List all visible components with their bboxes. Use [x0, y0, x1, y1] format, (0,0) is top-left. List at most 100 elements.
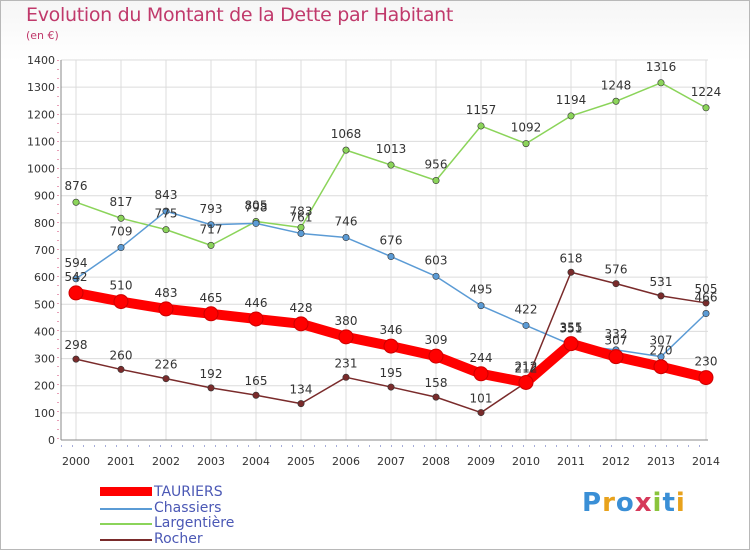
- x-tick-label: 2008: [422, 455, 450, 468]
- point-chassiers: [702, 310, 710, 318]
- y-tick-label: 200: [34, 380, 55, 393]
- point-largentire: [117, 214, 125, 222]
- data-label-rocher: 134: [290, 383, 313, 397]
- point-rocher: [162, 375, 170, 383]
- data-label-chassiers: 332: [605, 327, 628, 341]
- legend-swatch-tauriers: [100, 487, 152, 496]
- data-label-rocher: 192: [200, 367, 223, 381]
- point-largentire: [342, 146, 350, 154]
- logo-letter: t: [662, 488, 676, 518]
- point-tauriers: [473, 366, 489, 382]
- data-label-rocher: 531: [650, 275, 673, 289]
- point-largentire: [162, 226, 170, 234]
- point-rocher: [342, 373, 350, 381]
- legend-swatch-largentiere: [100, 523, 152, 525]
- data-label-rocher: 260: [110, 348, 133, 362]
- x-tick-label: 2012: [602, 455, 630, 468]
- point-rocher: [117, 365, 125, 373]
- logo-letter: r: [602, 488, 616, 518]
- data-label-rocher: 101: [470, 392, 493, 406]
- legend-label-largentiere: Largentière: [154, 515, 235, 531]
- point-chassiers: [522, 321, 530, 329]
- data-label-largentire: 1316: [646, 60, 677, 74]
- data-labels: 876 817 775 717 805 783 1068 1013 956 1157 1092 119…: [65, 60, 722, 406]
- point-tauriers: [383, 338, 399, 354]
- point-chassiers: [432, 272, 440, 280]
- logo-letter: o: [615, 488, 635, 518]
- legend-item-largentiere: Largentière: [100, 515, 300, 532]
- data-label-tauriers: 309: [425, 333, 448, 347]
- point-tauriers: [428, 348, 444, 364]
- data-label-rocher: 212: [515, 361, 538, 375]
- point-tauriers: [518, 374, 534, 390]
- point-tauriers: [203, 306, 219, 322]
- data-label-largentire: 783: [290, 204, 313, 218]
- data-label-largentire: 805: [245, 199, 268, 213]
- y-tick-label: 600: [34, 271, 55, 284]
- x-tick-label: 2006: [332, 455, 360, 468]
- legend-item-chassiers: Chassiers: [100, 500, 300, 517]
- point-tauriers: [563, 336, 579, 352]
- point-rocher: [612, 280, 620, 288]
- x-tick-label: 2003: [197, 455, 225, 468]
- data-label-largentire: 1194: [556, 93, 587, 107]
- data-label-chassiers: 676: [380, 234, 403, 248]
- data-label-largentire: 1092: [511, 121, 542, 135]
- x-tick-label: 2001: [107, 455, 135, 468]
- point-rocher: [567, 268, 575, 276]
- x-tick-label: 2010: [512, 455, 540, 468]
- logo-letter: x: [634, 488, 653, 518]
- point-rocher: [657, 292, 665, 300]
- chart-subtitle: (en €): [26, 29, 59, 42]
- y-tick-label: 400: [34, 325, 55, 338]
- point-largentire: [567, 112, 575, 120]
- point-largentire: [387, 161, 395, 169]
- point-tauriers: [653, 359, 669, 375]
- point-rocher: [432, 393, 440, 401]
- point-chassiers: [297, 229, 305, 237]
- data-label-tauriers: 380: [335, 314, 358, 328]
- data-label-largentire: 775: [155, 207, 178, 221]
- point-tauriers: [338, 329, 354, 345]
- data-label-chassiers: 761: [290, 210, 313, 224]
- data-label-largentire: 956: [425, 158, 448, 172]
- data-label-largentire: 817: [110, 195, 133, 209]
- data-label-tauriers: 244: [470, 351, 493, 365]
- point-rocher: [387, 383, 395, 391]
- y-tick-label: 1000: [27, 163, 55, 176]
- y-tick-label: 500: [34, 298, 55, 311]
- legend-label-rocher: Rocher: [154, 531, 203, 547]
- point-largentire: [207, 241, 215, 249]
- data-label-largentire: 717: [200, 222, 223, 236]
- point-tauriers: [68, 285, 84, 301]
- data-label-largentire: 1068: [331, 127, 362, 141]
- data-label-tauriers: 212: [515, 359, 538, 373]
- data-label-chassiers: 307: [650, 334, 673, 348]
- axes: 0 100 200 300 400 500 600 700 800 900 1000 1100 1200…: [27, 54, 720, 468]
- point-rocher: [72, 355, 80, 363]
- x-tick-label: 2002: [152, 455, 180, 468]
- y-tick-label: 700: [34, 244, 55, 257]
- logo-letter: P: [582, 488, 603, 518]
- point-largentire: [657, 79, 665, 87]
- data-label-tauriers: 346: [380, 323, 403, 337]
- data-label-chassiers: 746: [335, 215, 358, 229]
- data-label-rocher: 226: [155, 358, 178, 372]
- proxiti-logo: Proxiti: [582, 488, 686, 518]
- point-chassiers: [477, 302, 485, 310]
- data-label-chassiers: 351: [560, 322, 583, 336]
- data-label-tauriers: 307: [605, 334, 628, 348]
- data-label-chassiers: 422: [515, 302, 538, 316]
- point-largentire: [477, 122, 485, 130]
- logo-letter: i: [675, 488, 686, 518]
- point-largentire: [522, 140, 530, 148]
- legend-swatch-chassiers: [100, 508, 152, 510]
- logo-letter: i: [652, 488, 663, 518]
- series-layer: [68, 79, 714, 417]
- data-label-tauriers: 542: [65, 270, 88, 284]
- point-largentire: [702, 104, 710, 112]
- y-tick-label: 1200: [27, 108, 55, 121]
- x-tick-label: 2005: [287, 455, 315, 468]
- chart-title: Evolution du Montant de la Dette par Hab…: [26, 4, 454, 26]
